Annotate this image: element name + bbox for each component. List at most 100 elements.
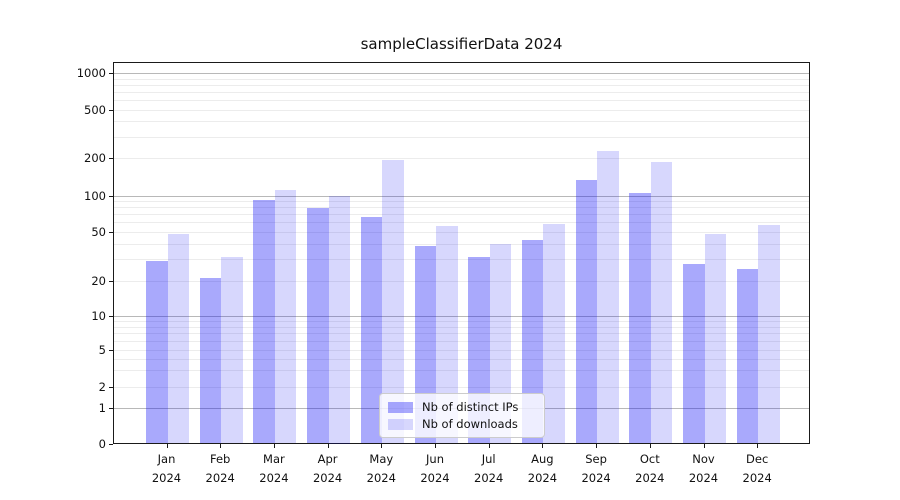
y-tick — [109, 280, 113, 282]
x-tick-label: Jan 2024 — [151, 452, 182, 485]
x-tick-label: Sep 2024 — [581, 452, 611, 485]
bar-nb-of-downloads-jun — [436, 225, 458, 444]
x-tick — [220, 444, 222, 448]
x-tick — [488, 444, 490, 448]
gridline-minor — [114, 333, 809, 335]
x-tick — [435, 444, 436, 448]
x-tick — [273, 444, 275, 448]
y-tick-label: 10 — [91, 308, 106, 323]
bar-nb-of-distinct-ips-dec — [736, 268, 759, 444]
bar-nb-of-downloads-jan — [167, 233, 189, 444]
gridline-minor — [114, 231, 809, 233]
gridline-minor — [114, 100, 809, 102]
bar-nb-of-distinct-ips-oct — [629, 193, 651, 444]
y-tick-label: 100 — [84, 188, 106, 203]
gridline-major — [114, 73, 809, 75]
y-tick-label: 1 — [98, 400, 106, 415]
bar-nb-of-downloads-aug — [543, 223, 565, 444]
y-tick — [109, 195, 113, 197]
x-tick — [703, 444, 705, 448]
x-tick-label: May 2024 — [366, 452, 396, 485]
gridline-minor — [114, 340, 809, 342]
bar-nb-of-distinct-ips-apr — [307, 207, 329, 444]
x-tick — [166, 444, 168, 448]
gridline-minor — [114, 91, 809, 93]
bar-nb-of-downloads-feb — [221, 257, 243, 444]
x-tick — [542, 444, 544, 448]
gridline-minor — [114, 78, 809, 80]
y-tick — [109, 387, 113, 388]
bar-nb-of-downloads-dec — [758, 224, 780, 444]
x-tick-label: Aug 2024 — [527, 452, 558, 485]
legend-label-distinct-ips: Nb of distinct IPs — [422, 400, 519, 414]
gridline-minor — [114, 370, 809, 372]
gridline-minor — [114, 326, 809, 328]
gridline-minor — [114, 358, 809, 360]
gridline-minor — [114, 200, 809, 202]
y-tick-label: 200 — [84, 151, 106, 166]
gridline-minor — [114, 243, 809, 245]
y-tick-label: 0 — [98, 436, 106, 451]
gridline-minor — [114, 258, 809, 260]
x-tick — [757, 444, 759, 448]
gridline-minor — [114, 207, 809, 209]
y-tick — [109, 73, 113, 75]
plot-area: Nb of distinct IPs Nb of downloads — [113, 62, 810, 444]
x-tick-label: Feb 2024 — [205, 452, 235, 485]
y-tick-label: 1000 — [76, 66, 106, 81]
gridline-minor — [114, 214, 809, 216]
legend-item-downloads: Nb of downloads — [388, 417, 536, 431]
x-tick-label: Dec 2024 — [742, 452, 772, 485]
bar-nb-of-downloads-apr — [328, 195, 351, 444]
gridline-major — [114, 315, 809, 317]
legend-swatch-distinct-ips — [388, 401, 413, 413]
bar-nb-of-distinct-ips-may — [360, 217, 383, 444]
legend: Nb of distinct IPs Nb of downloads — [379, 393, 545, 438]
gridline-minor — [114, 121, 809, 123]
x-tick — [596, 444, 598, 448]
y-tick-label: 2 — [98, 380, 106, 394]
gridline-minor — [114, 84, 809, 86]
gridline-minor — [114, 222, 809, 224]
gridline-minor — [114, 280, 809, 282]
bar-nb-of-distinct-ips-sep — [575, 179, 598, 444]
y-tick — [109, 443, 113, 445]
x-tick-label: Mar 2024 — [259, 452, 289, 485]
x-tick-label: Oct 2024 — [635, 452, 665, 485]
gridline-minor — [114, 349, 809, 351]
x-tick-label: Apr 2024 — [312, 452, 343, 485]
x-tick-label: Nov 2024 — [688, 452, 719, 485]
gridline-major — [114, 195, 809, 197]
bar-nb-of-downloads-oct — [650, 162, 673, 444]
bar-nb-of-downloads-nov — [704, 233, 726, 444]
y-tick — [109, 158, 113, 160]
x-tick-label: Jul 2024 — [474, 452, 504, 485]
x-tick — [649, 444, 651, 448]
bar-nb-of-distinct-ips-feb — [199, 277, 222, 444]
y-tick-label: 20 — [91, 273, 106, 288]
x-tick-label: Jun 2024 — [420, 452, 450, 485]
gridline-minor — [114, 387, 809, 388]
legend-swatch-downloads — [388, 418, 413, 430]
gridline-minor — [114, 320, 809, 322]
y-tick — [109, 407, 113, 409]
y-tick — [109, 231, 113, 233]
y-tick-label: 50 — [91, 224, 106, 239]
legend-item-distinct-ips: Nb of distinct IPs — [388, 400, 536, 414]
gridline-minor — [114, 136, 809, 138]
bar-nb-of-downloads-mar — [274, 189, 297, 444]
y-tick-label: 500 — [84, 102, 106, 117]
y-tick-label: 5 — [98, 342, 106, 357]
gridline-minor — [114, 109, 809, 111]
y-tick — [109, 315, 113, 317]
bar-nb-of-downloads-sep — [597, 151, 619, 444]
bar-nb-of-distinct-ips-aug — [521, 239, 544, 444]
x-tick — [327, 444, 329, 448]
bar-nb-of-distinct-ips-nov — [683, 264, 705, 444]
chart-title: sampleClassifierData 2024 — [360, 35, 563, 53]
bar-nb-of-downloads-may — [382, 159, 404, 444]
bar-nb-of-distinct-ips-mar — [253, 199, 275, 444]
x-tick — [381, 444, 383, 448]
y-tick — [109, 109, 113, 111]
